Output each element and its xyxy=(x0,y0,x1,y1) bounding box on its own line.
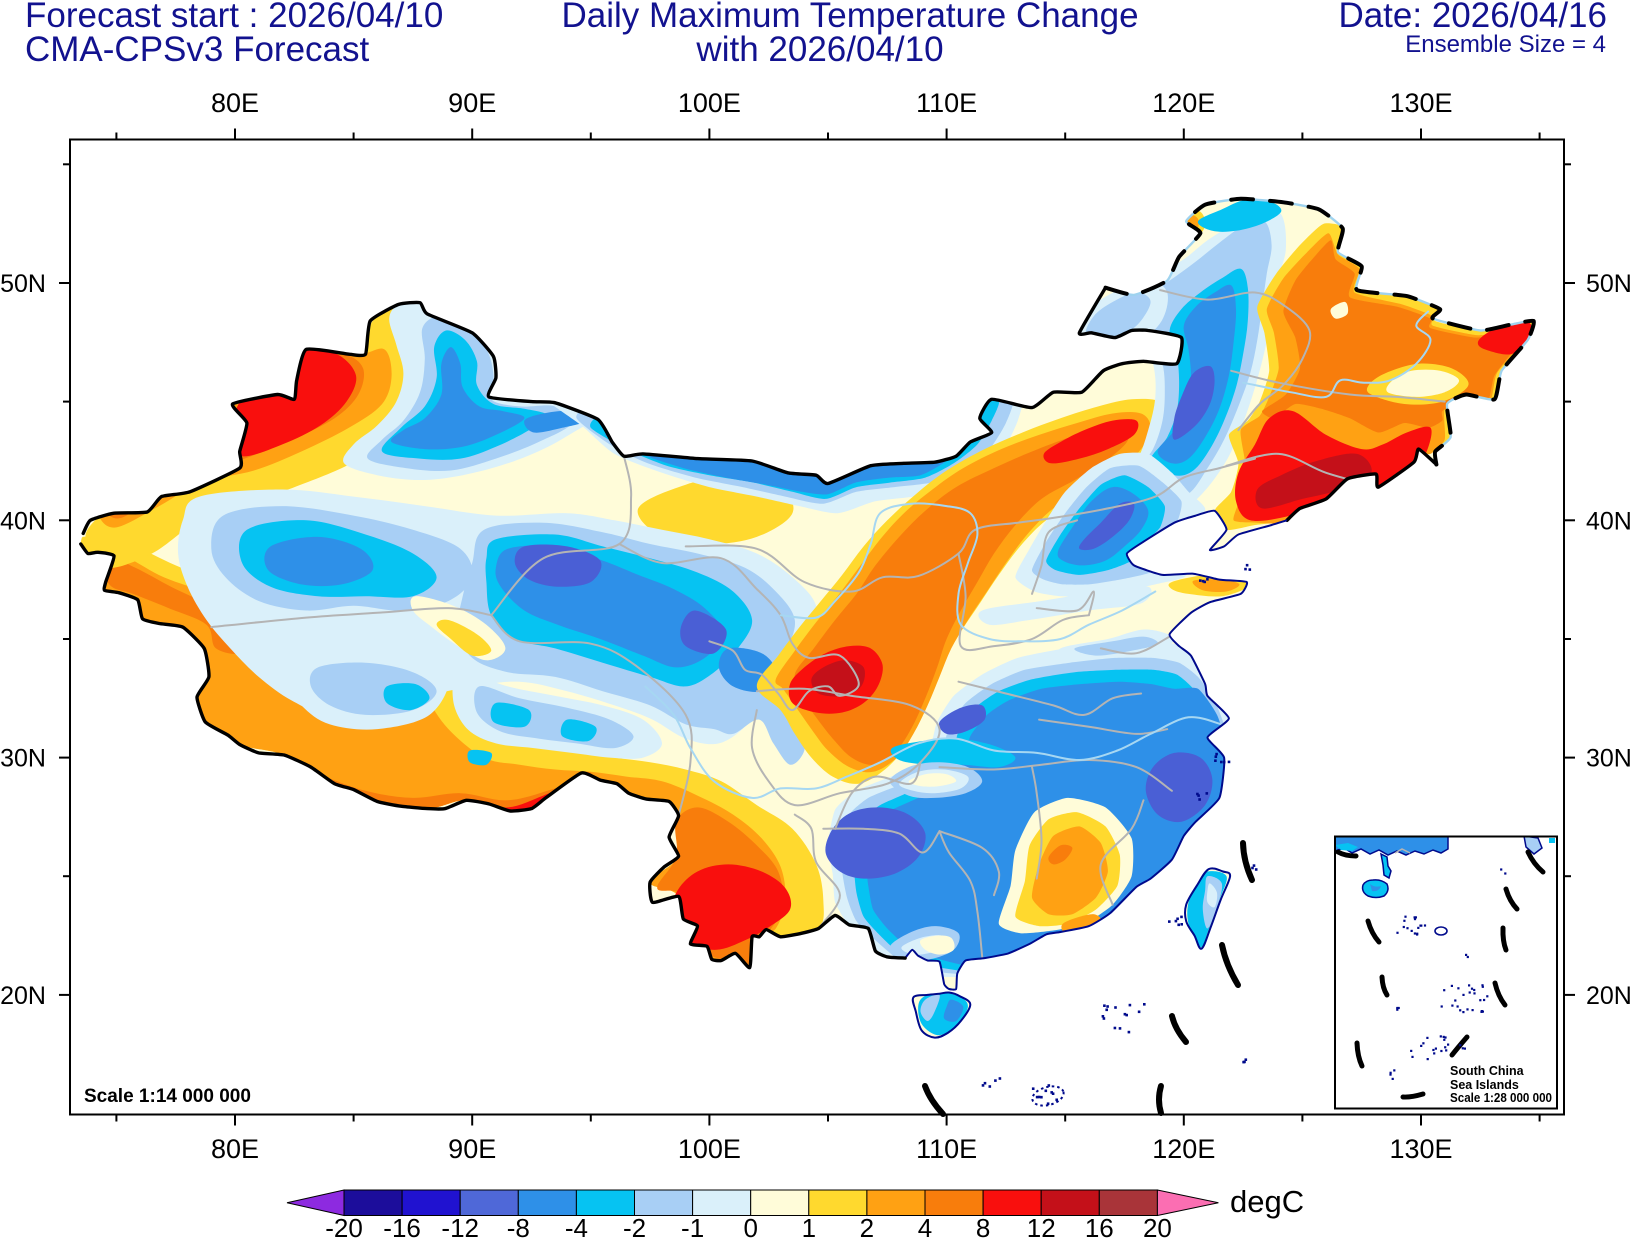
svg-text:-1: -1 xyxy=(681,1213,704,1241)
svg-text:-4: -4 xyxy=(565,1213,588,1241)
svg-text:1: 1 xyxy=(802,1213,816,1241)
svg-text:130E: 130E xyxy=(1389,88,1452,118)
svg-text:110E: 110E xyxy=(916,88,977,118)
svg-text:30N: 30N xyxy=(0,745,46,773)
svg-text:80E: 80E xyxy=(211,88,259,118)
svg-text:-8: -8 xyxy=(507,1213,530,1241)
svg-text:20: 20 xyxy=(1143,1213,1172,1241)
svg-text:8: 8 xyxy=(976,1213,990,1241)
svg-text:Sea Islands: Sea Islands xyxy=(1450,1078,1519,1092)
svg-text:40N: 40N xyxy=(1586,507,1632,535)
svg-text:90E: 90E xyxy=(448,88,496,118)
svg-text:-20: -20 xyxy=(325,1213,363,1241)
svg-text:40N: 40N xyxy=(0,507,46,535)
svg-text:12: 12 xyxy=(1027,1213,1056,1241)
svg-text:110E: 110E xyxy=(916,1134,977,1164)
svg-text:Forecast start : 2026/04/10: Forecast start : 2026/04/10 xyxy=(25,0,443,35)
svg-text:Daily Maximum Temperature Chan: Daily Maximum Temperature Change xyxy=(561,0,1138,35)
svg-text:20N: 20N xyxy=(0,982,46,1010)
svg-text:4: 4 xyxy=(918,1213,932,1241)
svg-text:50N: 50N xyxy=(1586,270,1632,298)
svg-text:120E: 120E xyxy=(1152,88,1215,118)
svg-text:80E: 80E xyxy=(211,1134,259,1164)
svg-text:-12: -12 xyxy=(441,1213,479,1241)
svg-text:Date: 2026/04/16: Date: 2026/04/16 xyxy=(1338,0,1607,35)
svg-text:130E: 130E xyxy=(1389,1134,1452,1164)
svg-text:Scale 1:14 000 000: Scale 1:14 000 000 xyxy=(84,1086,251,1107)
svg-text:16: 16 xyxy=(1085,1213,1114,1241)
svg-text:-16: -16 xyxy=(383,1213,421,1241)
svg-text:Scale 1:28 000 000: Scale 1:28 000 000 xyxy=(1450,1091,1552,1105)
svg-text:Ensemble Size = 4: Ensemble Size = 4 xyxy=(1405,31,1606,58)
svg-text:100E: 100E xyxy=(678,88,741,118)
svg-text:120E: 120E xyxy=(1152,1134,1215,1164)
svg-text:CMA-CPSv3 Forecast: CMA-CPSv3 Forecast xyxy=(25,30,370,69)
svg-text:-2: -2 xyxy=(623,1213,646,1241)
svg-text:100E: 100E xyxy=(678,1134,741,1164)
svg-text:with 2026/04/10: with 2026/04/10 xyxy=(695,30,943,69)
svg-text:30N: 30N xyxy=(1586,745,1632,773)
svg-text:2: 2 xyxy=(860,1213,874,1241)
svg-text:20N: 20N xyxy=(1586,982,1632,1010)
svg-text:50N: 50N xyxy=(0,270,46,298)
svg-text:South China: South China xyxy=(1450,1064,1525,1078)
svg-text:90E: 90E xyxy=(448,1134,496,1164)
svg-text:0: 0 xyxy=(743,1213,757,1241)
svg-text:degC: degC xyxy=(1230,1184,1304,1219)
